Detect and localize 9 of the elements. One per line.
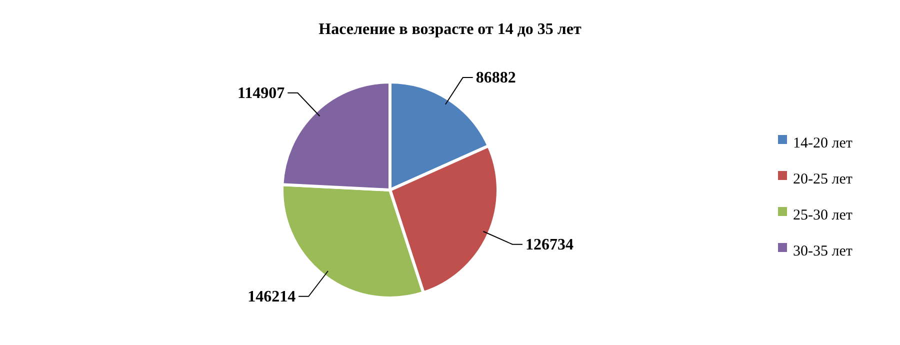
data-label: 114907 bbox=[238, 84, 285, 102]
legend-label: 30-35 лет bbox=[793, 243, 853, 260]
legend-label: 25-30 лет bbox=[793, 207, 853, 224]
data-label: 146214 bbox=[248, 288, 296, 306]
data-label: 86882 bbox=[476, 70, 516, 87]
legend-label: 14-20 лет bbox=[793, 135, 853, 152]
data-label: 126734 bbox=[525, 236, 574, 254]
chart-title: Население в возрасте от 14 до 35 лет bbox=[318, 21, 582, 38]
legend-label: 20-25 лет bbox=[793, 171, 853, 188]
